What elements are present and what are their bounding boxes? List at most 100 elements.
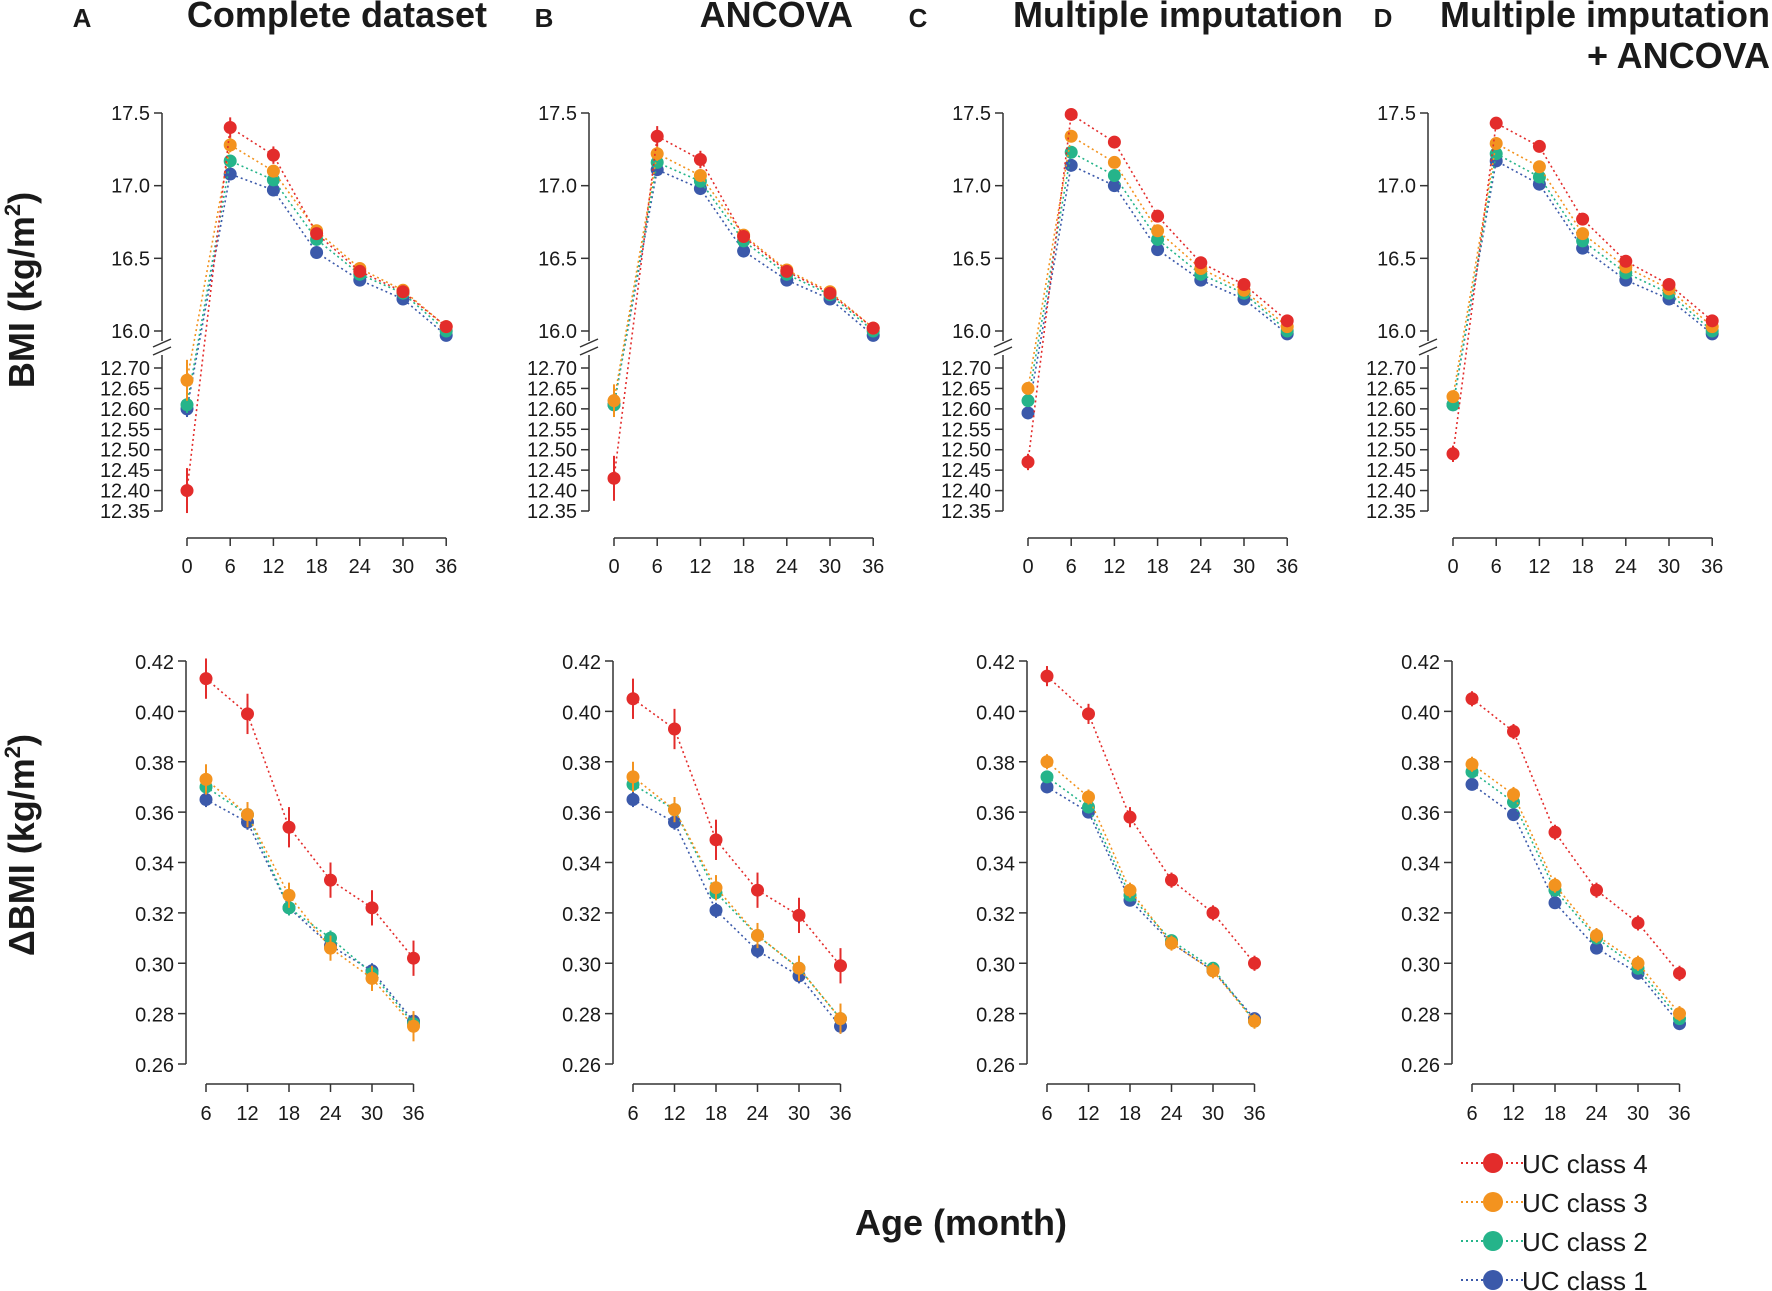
y-tick-label: 12.40 xyxy=(100,481,150,503)
data-point xyxy=(1123,883,1137,897)
y-tick-label: 0.28 xyxy=(976,1005,1015,1027)
x-tick-label: 24 xyxy=(746,1103,768,1125)
data-point xyxy=(1194,256,1208,270)
axis-break-mark xyxy=(152,346,172,356)
y-tick-label: 12.50 xyxy=(100,440,150,462)
series-uc-class-2 xyxy=(199,779,420,1032)
y-tick-label: 0.38 xyxy=(562,753,601,775)
y-tick-label: 0.26 xyxy=(562,1055,601,1077)
series-uc-class-4 xyxy=(607,126,880,501)
y-tick-label: 16.5 xyxy=(111,248,150,270)
data-point xyxy=(1237,277,1251,291)
series-uc-class-3 xyxy=(626,761,847,1034)
data-point xyxy=(310,246,324,260)
y-tick-label: 0.40 xyxy=(562,702,601,724)
x-tick-label: 12 xyxy=(262,556,284,578)
x-tick-label: 30 xyxy=(1658,556,1680,578)
series-line xyxy=(205,786,415,1025)
legend-marker-class2 xyxy=(1483,1231,1503,1251)
series-uc-class-3 xyxy=(1446,137,1719,404)
data-point xyxy=(1248,956,1261,970)
x-tick-label: 12 xyxy=(1502,1103,1524,1125)
axis-break-mark xyxy=(1418,346,1438,356)
data-point xyxy=(1489,137,1503,151)
series-line xyxy=(632,776,842,1020)
data-point xyxy=(180,373,194,387)
data-point xyxy=(310,227,324,241)
data-point xyxy=(1631,916,1645,930)
data-point xyxy=(199,793,213,807)
y-tick-label: 12.35 xyxy=(941,501,991,523)
x-tick-label: 6 xyxy=(1491,556,1502,578)
data-point xyxy=(1107,179,1121,193)
data-point xyxy=(1040,770,1054,784)
data-point xyxy=(1619,254,1633,268)
data-point xyxy=(626,770,640,784)
data-point xyxy=(223,167,237,181)
data-point xyxy=(834,959,847,973)
data-point xyxy=(1532,139,1546,153)
y-tick-label: 0.28 xyxy=(135,1005,174,1027)
data-point xyxy=(1532,160,1546,174)
series-uc-class-2 xyxy=(607,155,880,413)
data-point xyxy=(407,951,420,965)
data-point xyxy=(1206,964,1220,978)
series-uc-class-1 xyxy=(626,791,847,1034)
x-tick-label: 18 xyxy=(732,556,754,578)
series-uc-class-1 xyxy=(180,167,453,418)
series-line xyxy=(1046,675,1256,964)
x-tick-label: 36 xyxy=(829,1103,851,1125)
x-tick-label: 30 xyxy=(819,556,841,578)
legend-item-class1: UC class 1 xyxy=(1461,1266,1648,1291)
data-point xyxy=(365,901,379,915)
y-tick-label: 16.0 xyxy=(952,321,991,343)
data-point xyxy=(1465,692,1479,706)
y-tick-label: 16.0 xyxy=(538,321,577,343)
y-tick-label: 12.60 xyxy=(941,399,991,421)
legend-marker-class3 xyxy=(1483,1192,1503,1212)
y-tick-label: 17.0 xyxy=(538,176,577,198)
data-point xyxy=(792,908,806,922)
series-line xyxy=(632,783,842,1020)
x-tick-label: 30 xyxy=(788,1103,810,1125)
x-tick-label: 30 xyxy=(392,556,414,578)
legend-item-class2: UC class 2 xyxy=(1461,1227,1648,1257)
y-tick-label: 0.42 xyxy=(976,652,1015,674)
data-point xyxy=(1465,757,1479,771)
y-tick-label: 0.36 xyxy=(976,803,1015,825)
panel-title-a: Complete dataset xyxy=(187,0,487,35)
panel-letter-d: D xyxy=(1374,3,1393,33)
data-point xyxy=(1107,135,1121,149)
x-tick-label: 36 xyxy=(1276,556,1298,578)
y-tick-label: 0.32 xyxy=(1401,904,1440,926)
data-point xyxy=(693,168,707,182)
data-point xyxy=(223,121,237,135)
series-line xyxy=(613,152,874,401)
data-point xyxy=(607,471,621,485)
y-tick-label: 12.35 xyxy=(100,501,150,523)
legend-item-class4: UC class 4 xyxy=(1461,1149,1648,1179)
series-uc-class-4 xyxy=(1040,666,1261,971)
y-tick-label: 0.28 xyxy=(562,1005,601,1027)
data-point xyxy=(751,929,764,943)
data-point xyxy=(1548,896,1562,910)
data-point xyxy=(1107,168,1121,182)
data-point xyxy=(1021,394,1035,408)
y-tick-label: 16.0 xyxy=(1377,321,1416,343)
y-tick-label: 12.60 xyxy=(1366,399,1416,421)
data-point xyxy=(668,722,681,736)
bmi-chart-d: 16.0 16.5 17.0 17.5 12.3512.4012.4512.5012.5… xyxy=(1366,103,1723,578)
panel-letter-a: A xyxy=(73,3,92,33)
series-line xyxy=(186,143,447,381)
dbmi-chart-c: 0.26 0.28 0.30 0.32 0.34 0.36 0.38 0.40 0.42 6 12 1… xyxy=(976,652,1266,1125)
data-point xyxy=(396,285,410,299)
y-tick-label: 0.34 xyxy=(562,854,601,876)
x-tick-label: 30 xyxy=(361,1103,383,1125)
y-tick-label: 17.5 xyxy=(952,103,991,125)
y-tick-label: 12.45 xyxy=(100,460,150,482)
y-tick-label: 12.55 xyxy=(527,419,577,441)
data-point xyxy=(1548,825,1562,839)
y-tick-label: 0.40 xyxy=(135,702,174,724)
data-point xyxy=(1673,1007,1686,1021)
y-tick-label: 16.5 xyxy=(538,248,577,270)
